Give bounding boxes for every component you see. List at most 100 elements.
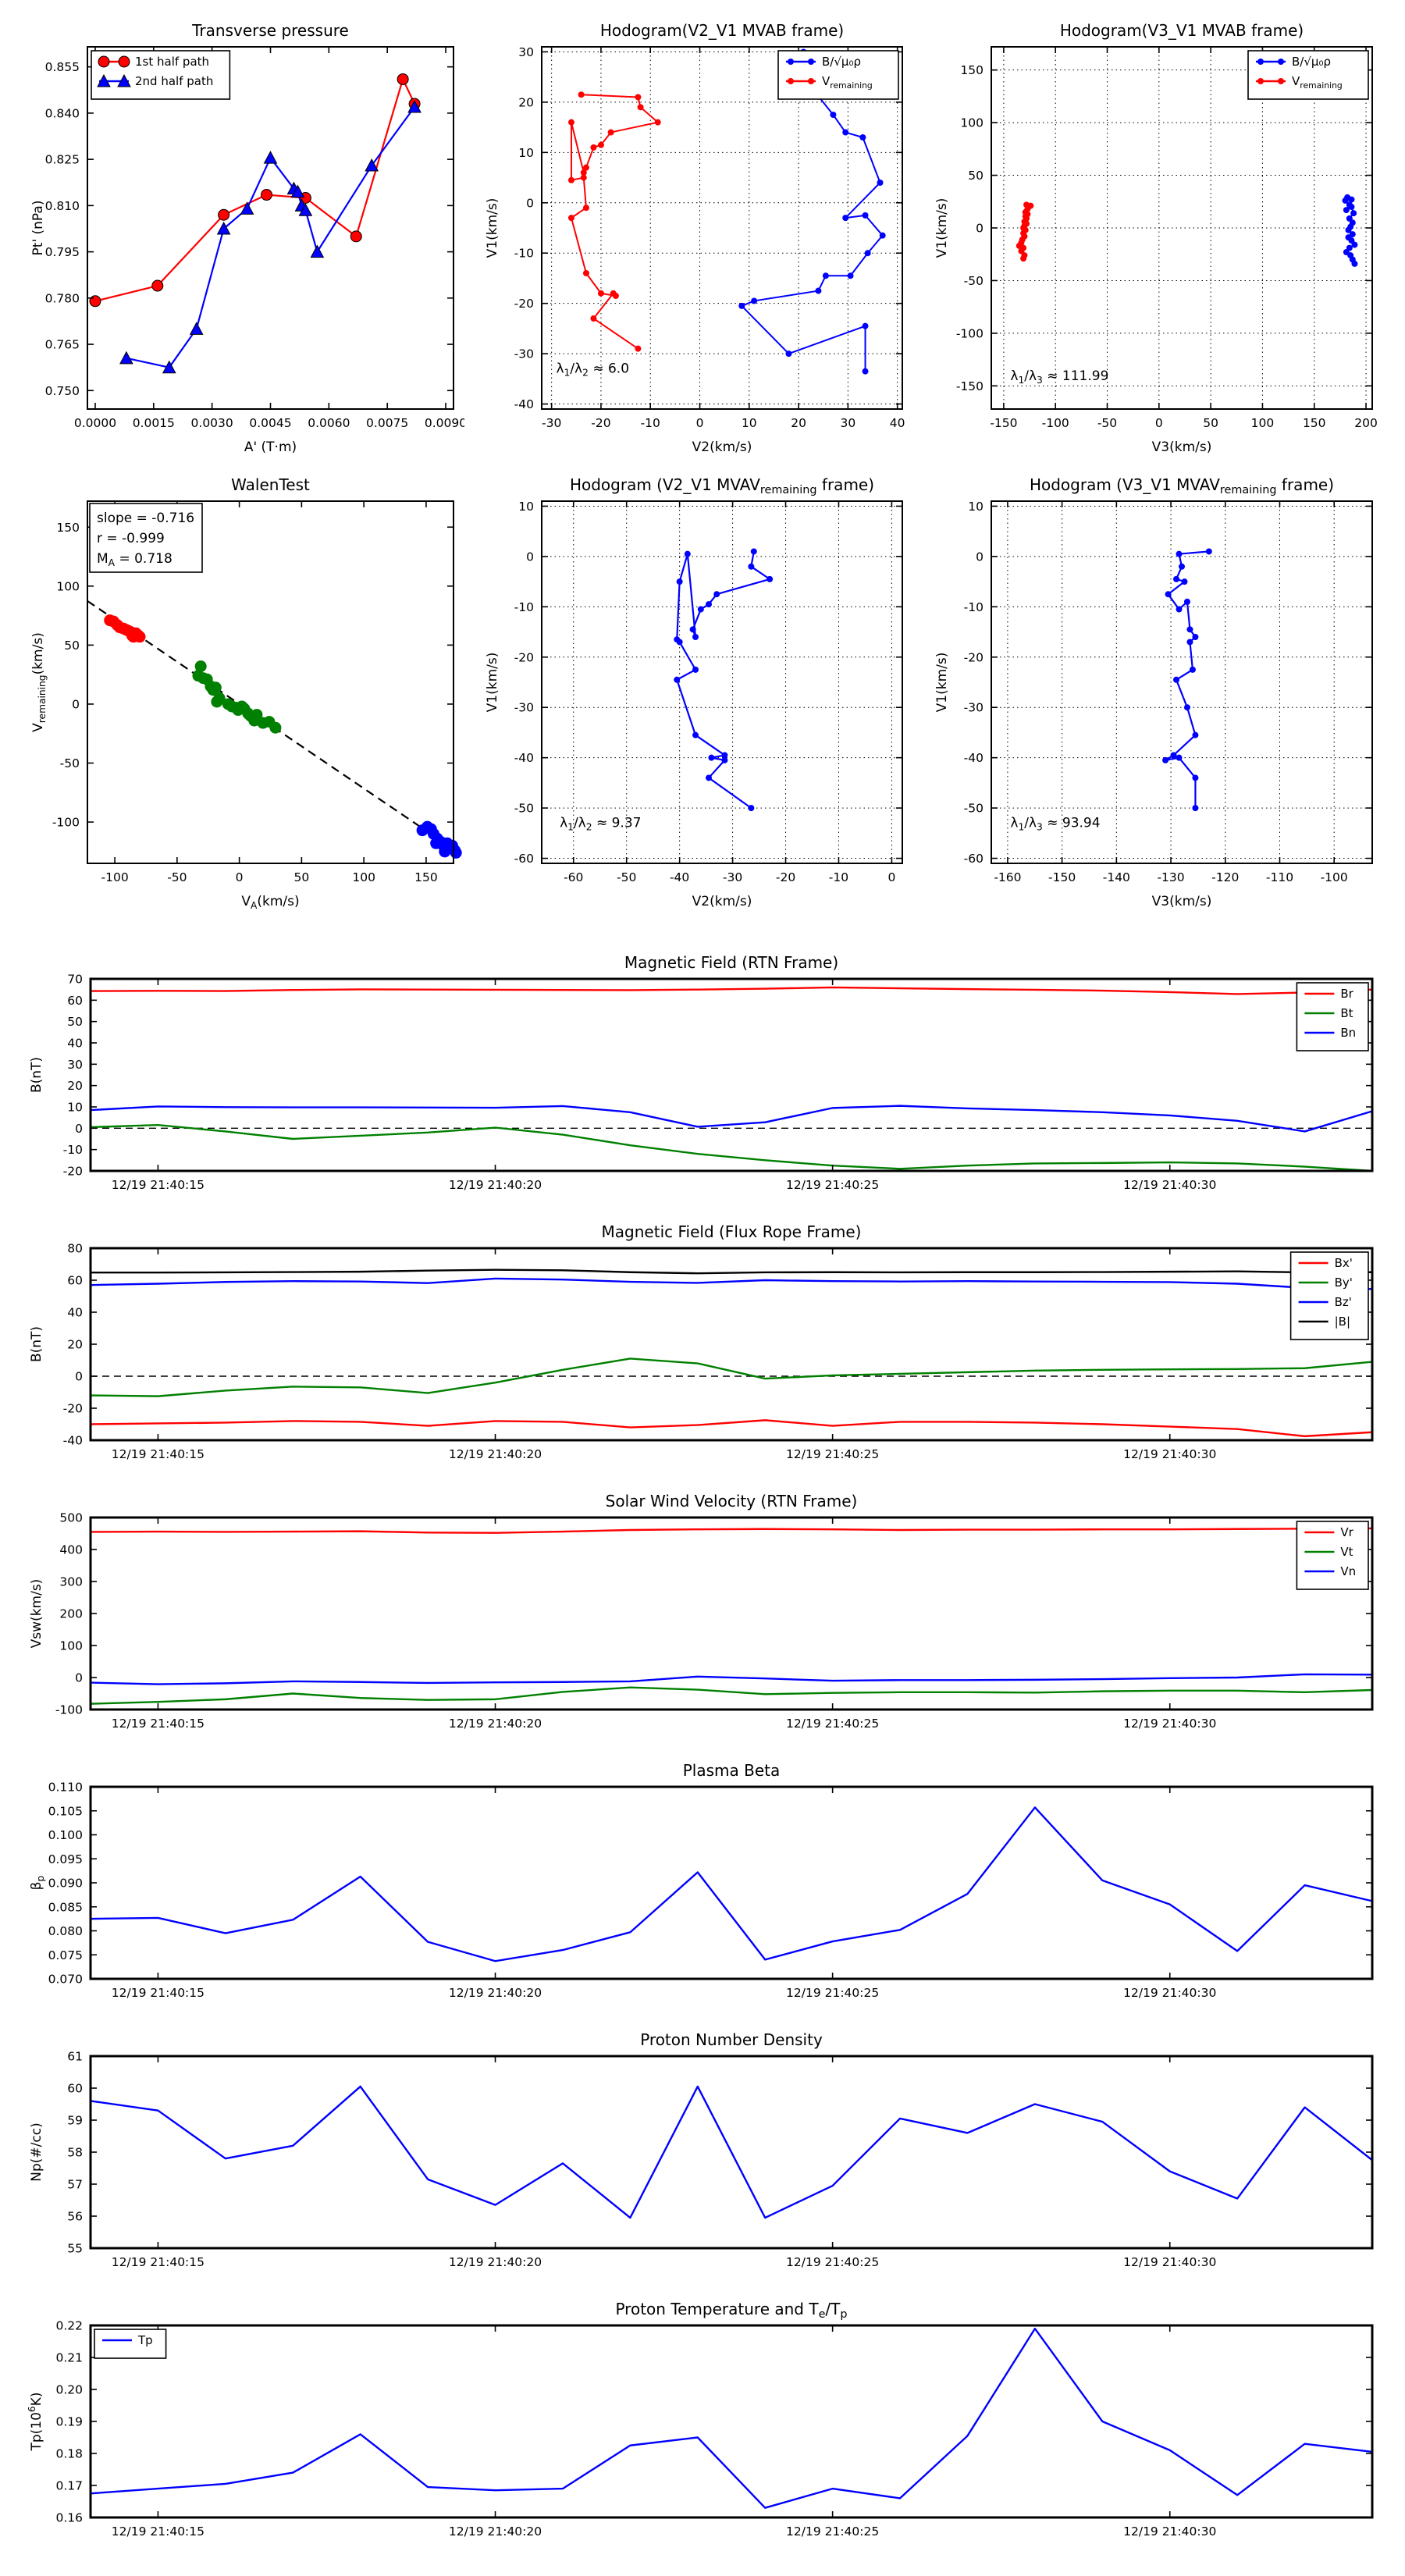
svg-text:0.795: 0.795 bbox=[45, 245, 80, 259]
panel-solar-wind-velocity: 12/19 21:40:15 12/19 21:40:20 12/19 21:40:… bbox=[22, 1485, 1386, 1749]
hodogram-v3v1-mvav-chart: -160 -150 -140 -130 -120 -110 -100-60-50-40-30… bbox=[934, 475, 1373, 909]
svg-text:-30: -30 bbox=[514, 701, 534, 715]
svg-text:12/19 21:40:25: 12/19 21:40:25 bbox=[786, 1178, 879, 1192]
svg-text:0: 0 bbox=[75, 1370, 83, 1384]
svg-text:Magnetic Field (RTN Frame): Magnetic Field (RTN Frame) bbox=[624, 953, 838, 972]
svg-text:V1(km/s): V1(km/s) bbox=[934, 653, 950, 713]
svg-text:-10: -10 bbox=[964, 600, 984, 614]
svg-text:Vn: Vn bbox=[1340, 1564, 1356, 1578]
svg-text:-60: -60 bbox=[964, 852, 984, 866]
svg-text:100: 100 bbox=[59, 1639, 83, 1653]
svg-text:0.075: 0.075 bbox=[48, 1948, 83, 1962]
svg-text:-10: -10 bbox=[514, 247, 534, 261]
svg-text:Magnetic Field (Flux Rope Fram: Magnetic Field (Flux Rope Frame) bbox=[602, 1222, 862, 1241]
panel-transverse-pressure: 0.0000 0.0015 0.0030 0.0045 0.0060 0.0075 0.00… bbox=[23, 14, 467, 461]
svg-text:0.100: 0.100 bbox=[48, 1828, 83, 1842]
svg-text:60: 60 bbox=[67, 2082, 83, 2096]
svg-text:0.105: 0.105 bbox=[48, 1804, 83, 1818]
svg-text:-20: -20 bbox=[63, 1402, 83, 1416]
svg-text:12/19 21:40:25: 12/19 21:40:25 bbox=[786, 1447, 879, 1461]
svg-text:0.0075: 0.0075 bbox=[366, 416, 408, 430]
svg-text:50: 50 bbox=[294, 870, 310, 884]
svg-text:-60: -60 bbox=[564, 870, 583, 884]
svg-text:Bt: Bt bbox=[1340, 1006, 1353, 1020]
hodogram-v3v1-mvab-chart: -150 -100 -50 0 50 100 150 200 -150 -100 -50 0 50 100… bbox=[934, 21, 1378, 455]
svg-text:12/19 21:40:20: 12/19 21:40:20 bbox=[449, 2255, 542, 2269]
svg-text:50: 50 bbox=[1203, 416, 1218, 430]
svg-text:20: 20 bbox=[518, 95, 534, 109]
svg-text:59: 59 bbox=[67, 2114, 83, 2128]
svg-text:-100: -100 bbox=[101, 870, 129, 884]
svg-text:0.840: 0.840 bbox=[45, 106, 80, 120]
panel-magnetic-field-rtn: 12/19 21:40:15 12/19 21:40:20 12/19 21:40:… bbox=[22, 946, 1386, 1210]
svg-text:50: 50 bbox=[67, 1015, 83, 1029]
svg-text:-100: -100 bbox=[55, 1703, 83, 1717]
svg-text:100: 100 bbox=[352, 870, 375, 884]
svg-text:Vt: Vt bbox=[1340, 1545, 1353, 1559]
svg-text:Br: Br bbox=[1340, 987, 1353, 1001]
svg-text:40: 40 bbox=[67, 1306, 83, 1320]
svg-text:12/19 21:40:15: 12/19 21:40:15 bbox=[112, 1178, 205, 1192]
svg-text:λ1/λ3 ≈ 111.99: λ1/λ3 ≈ 111.99 bbox=[1010, 368, 1108, 386]
svg-text:0.095: 0.095 bbox=[48, 1852, 83, 1866]
walen-test-chart: -100 -50 0 50 100 150 -100 -50 0 50 100 150 WalenTes… bbox=[30, 475, 462, 911]
svg-text:12/19 21:40:15: 12/19 21:40:15 bbox=[112, 1447, 205, 1461]
svg-text:-30: -30 bbox=[542, 416, 561, 430]
svg-text:10: 10 bbox=[968, 500, 984, 514]
svg-text:Vsw(km/s): Vsw(km/s) bbox=[29, 1579, 44, 1649]
svg-text:slope = -0.716: slope = -0.716 bbox=[97, 511, 194, 526]
svg-text:Proton Number Density: Proton Number Density bbox=[640, 2030, 823, 2049]
svg-text:0.17: 0.17 bbox=[55, 2479, 83, 2493]
svg-text:12/19 21:40:15: 12/19 21:40:15 bbox=[112, 2255, 205, 2269]
svg-text:Plasma Beta: Plasma Beta bbox=[683, 1761, 781, 1780]
svg-text:57: 57 bbox=[67, 2178, 83, 2192]
transverse-pressure-chart: 0.0000 0.0015 0.0030 0.0045 0.0060 0.0075 0.00… bbox=[30, 21, 467, 455]
svg-text:0.19: 0.19 bbox=[55, 2415, 83, 2429]
svg-text:-130: -130 bbox=[1157, 870, 1184, 884]
svg-text:-20: -20 bbox=[63, 1165, 83, 1179]
svg-text:-20: -20 bbox=[964, 650, 984, 664]
svg-text:-40: -40 bbox=[670, 870, 689, 884]
svg-text:61: 61 bbox=[67, 2050, 83, 2064]
svg-text:Vremaining: Vremaining bbox=[1292, 74, 1343, 91]
svg-text:B/√μ₀ρ: B/√μ₀ρ bbox=[822, 55, 861, 69]
svg-text:0.080: 0.080 bbox=[48, 1924, 83, 1938]
svg-text:-40: -40 bbox=[63, 1434, 83, 1448]
svg-text:-10: -10 bbox=[514, 600, 534, 614]
svg-text:30: 30 bbox=[841, 416, 856, 430]
svg-text:20: 20 bbox=[67, 1338, 83, 1352]
panel-plasma-beta: 12/19 21:40:15 12/19 21:40:20 12/19 21:40:… bbox=[22, 1754, 1386, 2018]
svg-text:2nd half path: 2nd half path bbox=[135, 74, 213, 88]
svg-text:150: 150 bbox=[1303, 416, 1326, 430]
svg-text:Vr: Vr bbox=[1340, 1525, 1353, 1539]
svg-text:-20: -20 bbox=[514, 650, 534, 664]
svg-text:-60: -60 bbox=[514, 852, 534, 866]
svg-text:Hodogram (V2_V1 MVAVremaining: Hodogram (V2_V1 MVAVremaining frame) bbox=[570, 475, 874, 496]
svg-text:0.090: 0.090 bbox=[48, 1877, 83, 1891]
svg-text:-40: -40 bbox=[514, 397, 534, 411]
svg-text:12/19 21:40:25: 12/19 21:40:25 bbox=[786, 1717, 879, 1731]
svg-text:WalenTest: WalenTest bbox=[231, 475, 310, 494]
panel-hodogram-v2v1-mvav: -60 -50 -40 -30 -20 -10 0 -60 -50 -40 -30 -20 -10 0 10… bbox=[478, 468, 913, 915]
svg-text:Np(#/cc): Np(#/cc) bbox=[29, 2122, 44, 2181]
svg-text:12/19 21:40:30: 12/19 21:40:30 bbox=[1123, 1717, 1216, 1731]
svg-text:150: 150 bbox=[414, 870, 438, 884]
svg-text:λ1/λ2 ≈ 9.37: λ1/λ2 ≈ 9.37 bbox=[560, 816, 641, 833]
svg-text:-50: -50 bbox=[964, 274, 984, 288]
svg-text:0: 0 bbox=[696, 416, 704, 430]
svg-text:0: 0 bbox=[887, 870, 895, 884]
svg-text:0.22: 0.22 bbox=[55, 2319, 83, 2333]
svg-text:12/19 21:40:20: 12/19 21:40:20 bbox=[449, 1986, 542, 2000]
magnetic-field-rtn-chart: 12/19 21:40:15 12/19 21:40:20 12/19 21:40:… bbox=[29, 953, 1374, 1192]
svg-text:-100: -100 bbox=[1042, 416, 1069, 430]
svg-text:70: 70 bbox=[67, 973, 83, 987]
svg-text:V3(km/s): V3(km/s) bbox=[1152, 439, 1212, 455]
hodogram-v2v1-mvav-chart: -60 -50 -40 -30 -20 -10 0 -60 -50 -40 -30 -20 -10 0 10… bbox=[485, 475, 903, 909]
proton-number-density-chart: 12/19 21:40:15 12/19 21:40:20 12/19 21:40:… bbox=[29, 2030, 1374, 2269]
svg-text:-40: -40 bbox=[964, 751, 984, 765]
svg-text:56: 56 bbox=[67, 2210, 83, 2224]
svg-text:Hodogram (V3_V1 MVAVremaining: Hodogram (V3_V1 MVAVremaining frame) bbox=[1030, 475, 1334, 496]
svg-text:-50: -50 bbox=[617, 870, 636, 884]
svg-text:12/19 21:40:25: 12/19 21:40:25 bbox=[786, 1986, 879, 2000]
